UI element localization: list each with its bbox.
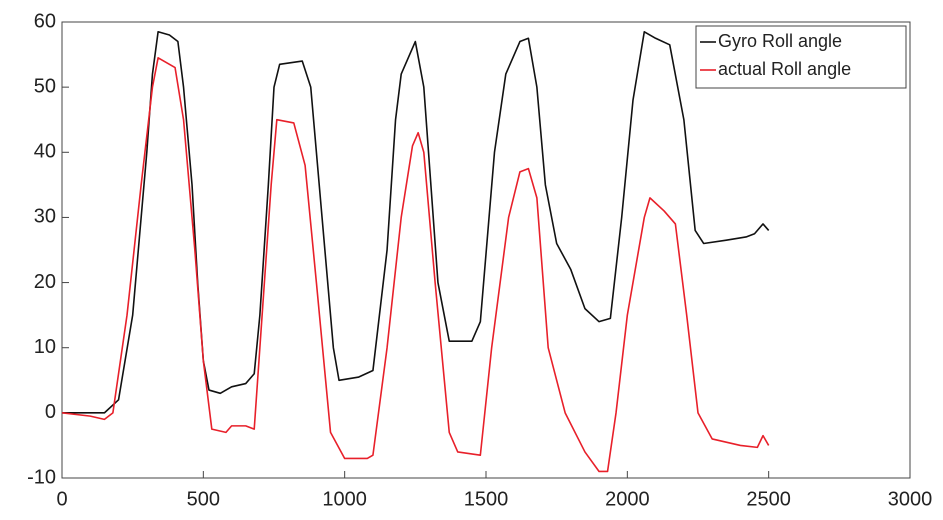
x-tick-label: 1000	[322, 488, 367, 510]
x-tick-label: 1500	[464, 488, 509, 510]
x-tick-label: 2000	[605, 488, 650, 510]
x-tick-label: 500	[187, 488, 220, 510]
legend-label: actual Roll angle	[718, 59, 851, 79]
y-tick-label: 0	[45, 401, 56, 423]
y-tick-label: 10	[34, 336, 56, 358]
y-tick-label: 40	[34, 141, 56, 163]
x-tick-label: 2500	[746, 488, 791, 510]
y-tick-label: -10	[27, 466, 56, 488]
y-tick-label: 50	[34, 75, 56, 97]
y-tick-label: 60	[34, 10, 56, 32]
legend-label: Gyro Roll angle	[718, 31, 842, 51]
y-tick-label: 20	[34, 271, 56, 293]
data-line	[62, 58, 769, 472]
x-tick-label: 3000	[888, 488, 933, 510]
y-tick-label: 30	[34, 206, 56, 228]
chart: -100102030405060050010001500200025003000…	[0, 0, 943, 515]
data-line	[62, 32, 769, 413]
x-tick-label: 0	[56, 488, 67, 510]
